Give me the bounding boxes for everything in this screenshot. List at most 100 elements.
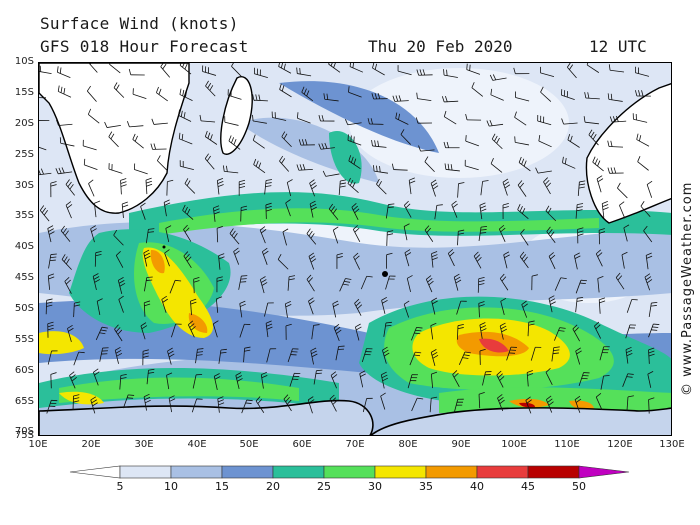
legend-swatch [272,465,325,479]
wind-barb [353,252,361,270]
wind-barb [335,345,345,361]
wind-barb [238,275,248,290]
wind-barb [415,117,432,124]
wind-barb [190,298,197,316]
wind-barb [64,276,72,294]
wind-barb [281,131,292,148]
wind-barb [61,254,72,270]
wind-barb [39,120,50,121]
wind-barb [457,182,465,198]
wind-barb [515,91,530,102]
wind-barb [573,252,581,270]
wind-barb [385,275,396,290]
wind-barb [520,228,529,246]
wind-barb [607,93,623,102]
wind-barb [625,346,633,364]
wind-barb [644,273,653,291]
wind-barb [625,324,636,339]
legend-tick: 40 [470,480,484,493]
wind-barb [121,201,129,219]
wind-barb [333,323,342,342]
wind-barb [403,223,410,241]
wind-barb [266,348,277,363]
wind-barb [499,322,508,340]
wind-barb [354,298,363,316]
wind-barb [546,226,556,243]
wind-barb [626,395,634,411]
wind-barb [164,249,170,267]
wind-barb [239,323,251,338]
wind-barb [491,133,503,150]
wind-barb [67,324,74,342]
wind-barb [46,399,58,414]
wind-barb [490,157,503,173]
wind-barb [285,323,292,340]
wind-barb [517,180,527,197]
wind-barb [347,134,362,146]
wind-barb [577,180,586,196]
wind-barb [623,224,630,242]
wind-barb [572,324,581,342]
wind-barb [578,372,590,386]
wind-barb [132,88,147,99]
wind-barb [431,251,438,268]
wind-barb [506,346,517,361]
wind-barb [166,372,173,390]
wind-barb [430,179,439,197]
wind-barb [191,398,203,413]
wind-barb [575,296,584,313]
wind-barb [518,156,531,172]
wind-barb [599,346,610,361]
wind-barb [45,298,53,315]
wind-barb [57,85,72,98]
wind-barb [447,249,455,267]
wind-barb [535,167,552,174]
wind-barb [48,253,57,269]
wind-barb [513,67,530,75]
legend-swatch [425,465,478,479]
wind-barb [140,202,146,220]
wind-barb [632,113,648,123]
wind-barb [443,110,457,125]
lat-label: 55S [14,334,34,345]
lat-label: 45S [14,272,34,283]
wind-barb [359,370,366,388]
wind-barb [376,178,387,195]
wind-barb [297,112,311,124]
wind-barb [88,63,98,73]
wind-barb [648,347,655,364]
wind-barb [594,321,602,339]
wind-barb [471,82,484,97]
wind-barb [597,276,604,293]
wind-barb [489,74,507,81]
wind-barb [243,346,251,363]
wind-barb [47,321,54,338]
legend-tick: 20 [266,480,280,493]
wind-barb [530,346,542,361]
wind-barb [348,86,362,98]
wind-barb [496,370,505,388]
legend-swatch [170,465,223,479]
wind-barb [416,69,433,76]
lat-label: 10S [14,56,34,67]
wind-barb [94,200,101,218]
wind-barb [216,226,223,243]
wind-barb [224,116,239,126]
wind-barb [143,393,151,411]
wind-barb [165,225,172,243]
wind-barb [362,397,373,413]
wind-barb [289,372,301,387]
wind-barb [92,273,101,291]
wind-barb [271,111,287,121]
wind-barb [619,201,626,219]
wind-barb [584,92,600,100]
wind-barb [410,326,423,341]
wind-barb [430,371,438,389]
wind-barb [548,295,556,313]
wind-barb [284,301,292,318]
wind-barb [199,114,216,123]
wind-barb [126,121,144,128]
wind-barb [383,321,392,337]
wind-barb [457,323,464,340]
wind-barb [465,113,482,121]
